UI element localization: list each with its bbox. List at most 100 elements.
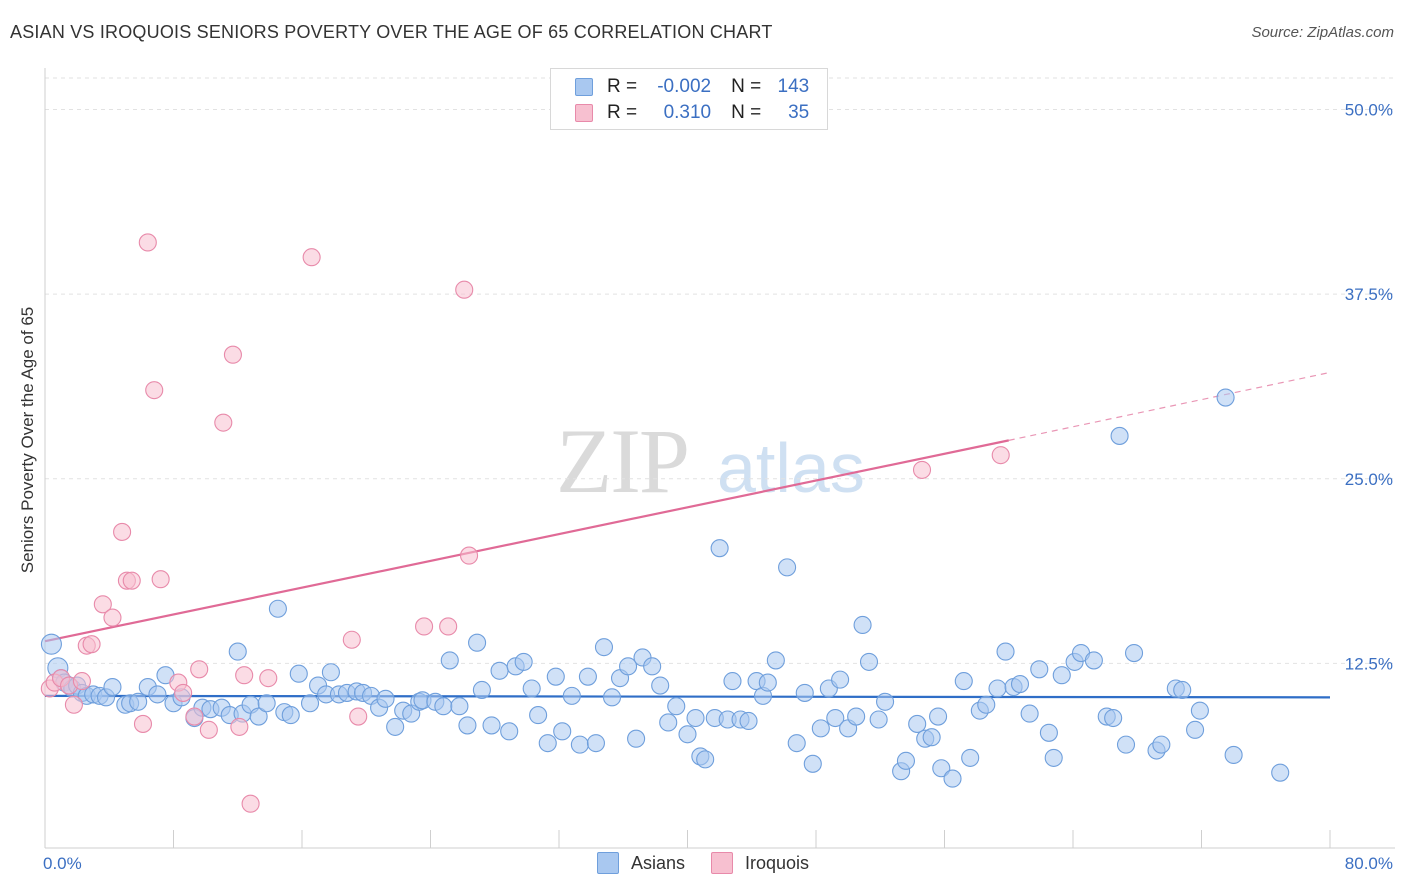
point-iroquois-14	[138, 233, 157, 252]
legend-swatch-iroquois	[575, 104, 593, 122]
point-iroquois-26	[241, 794, 260, 813]
gridlines	[45, 77, 1395, 664]
point-asians-144	[1224, 745, 1243, 765]
point-asians-85	[696, 750, 715, 769]
point-asians-57	[472, 680, 491, 700]
point-asians-69	[570, 735, 589, 754]
point-asians-145	[1271, 763, 1290, 782]
point-asians-78	[643, 657, 662, 676]
point-asians-106	[853, 615, 872, 635]
point-asians-89	[723, 672, 742, 691]
point-asians-137	[1124, 643, 1144, 663]
point-iroquois-31	[415, 617, 434, 636]
point-iroquois-24	[230, 717, 249, 736]
point-asians-63	[522, 679, 541, 698]
legend-r-value: -0.002	[657, 76, 712, 97]
point-iroquois-5	[72, 672, 91, 691]
point-asians-91	[739, 711, 758, 731]
point-iroquois-35	[912, 460, 932, 479]
point-asians-107	[859, 652, 879, 671]
trend-line-iroquois	[44, 439, 1009, 643]
point-asians-70	[578, 667, 597, 686]
bottom-legend-swatch-iroquois	[710, 852, 733, 874]
point-asians-112	[908, 714, 927, 733]
point-iroquois-30	[349, 707, 368, 726]
legend-n-value: 35	[788, 102, 810, 123]
point-iroquois-19	[185, 707, 204, 726]
point-asians-95	[766, 651, 785, 670]
point-asians-68	[562, 686, 581, 705]
point-iroquois-22	[214, 413, 233, 432]
point-asians-142	[1186, 720, 1205, 739]
axes	[44, 68, 1395, 849]
point-iroquois-27	[259, 669, 278, 688]
x-tick-label-min: 0.0%	[43, 854, 82, 873]
legend-row-asians: R = -0.002 N = 143	[575, 75, 809, 99]
watermark: ZIP atlas	[556, 410, 865, 512]
point-asians-62	[514, 652, 533, 671]
point-asians-126	[1020, 704, 1039, 723]
point-iroquois-21	[199, 720, 218, 739]
legend-n-value: 143	[777, 76, 810, 97]
point-iroquois-18	[174, 683, 193, 702]
trend-line-asians	[44, 694, 1331, 699]
point-iroquois-12	[122, 571, 141, 590]
point-asians-114	[922, 728, 941, 747]
legend-n-label: N =	[731, 76, 762, 97]
point-asians-143	[1190, 701, 1209, 720]
point-asians-72	[594, 638, 614, 657]
y-tick-label-2: 37.5%	[1345, 285, 1393, 304]
point-asians-128	[1039, 723, 1058, 742]
point-asians-97	[787, 734, 806, 753]
point-asians-34	[289, 664, 308, 683]
legend: R = -0.002 N = 143 R = 0.310 N = 35	[550, 68, 828, 130]
legend-r-value: 0.310	[663, 102, 712, 123]
point-asians-147	[1216, 388, 1235, 407]
point-asians-125	[1010, 675, 1030, 694]
legend-swatch-asians	[575, 78, 593, 96]
point-iroquois-13	[133, 714, 153, 733]
point-iroquois-16	[151, 570, 170, 589]
y-axis-label: Seniors Poverty Over the Age of 65	[18, 306, 37, 574]
point-asians-102	[826, 708, 845, 728]
point-iroquois-28	[302, 248, 321, 267]
point-asians-135	[1104, 708, 1123, 728]
point-asians-108	[869, 710, 888, 729]
point-asians-32	[281, 706, 300, 725]
point-iroquois-15	[145, 381, 164, 400]
point-asians-83	[686, 708, 705, 728]
point-asians-55	[458, 716, 477, 735]
legend-row-iroquois: R = 0.310 N = 35	[575, 101, 809, 125]
point-asians-146	[1110, 426, 1129, 445]
point-asians-65	[538, 734, 557, 753]
point-asians-35	[300, 694, 320, 713]
point-asians-33	[268, 599, 287, 618]
watermark-atlas: atlas	[717, 429, 865, 507]
bottom-legend-asians: Asians	[596, 852, 685, 874]
point-iroquois-20	[190, 660, 209, 679]
point-asians-59	[490, 661, 509, 680]
point-iroquois-25	[235, 666, 254, 685]
point-asians-127	[1030, 660, 1049, 679]
point-asians-105	[847, 707, 866, 726]
source-label: Source: ZipAtlas.com	[1251, 24, 1394, 41]
point-iroquois-32	[439, 617, 458, 636]
bottom-legend-iroquois: Iroquois	[710, 852, 809, 874]
legend-r-label: R =	[607, 102, 638, 123]
bottom-legend: Asians Iroquois	[0, 852, 1406, 874]
point-iroquois-9	[103, 608, 122, 627]
chart-title: ASIAN VS IROQUOIS SENIORS POVERTY OVER T…	[10, 22, 773, 42]
point-asians-129	[1044, 748, 1063, 767]
point-iroquois-34	[459, 546, 479, 565]
point-asians-46	[386, 717, 405, 736]
point-iroquois-8	[93, 595, 112, 614]
trend-lines	[44, 371, 1331, 699]
point-asians-38	[321, 663, 340, 682]
point-asians-64	[529, 706, 548, 725]
point-asians-119	[961, 748, 980, 767]
point-asians-99	[803, 754, 822, 773]
point-asians-117	[943, 769, 962, 788]
point-asians-122	[988, 679, 1007, 698]
point-asians-82	[678, 725, 697, 744]
